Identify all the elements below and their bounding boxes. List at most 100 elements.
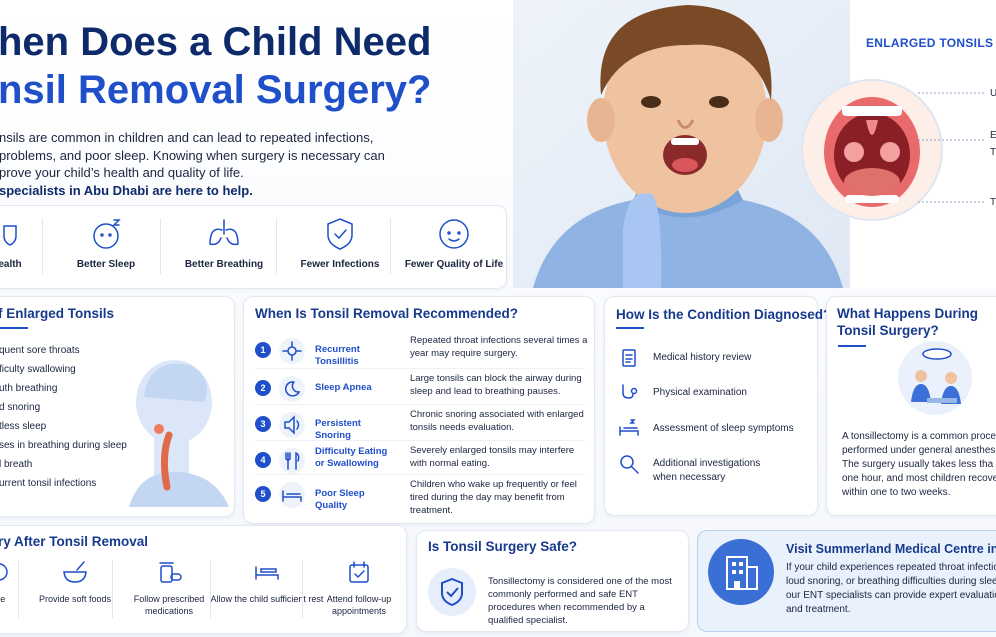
building-icon-part	[734, 581, 740, 589]
item-icon-part	[279, 482, 305, 508]
child-profile-part	[129, 472, 229, 507]
symptom-item: ses in breathing during sleep	[0, 440, 127, 451]
benefit-icon-part-part	[457, 231, 461, 235]
item-icon-part-part	[284, 381, 301, 397]
child-photo-part	[633, 190, 743, 218]
intro-emphasis: specialists in Abu Dhabi are here to hel…	[0, 182, 253, 198]
recovery-icon-part-part	[353, 561, 365, 579]
recovery-icon-part	[255, 566, 279, 580]
child-photo-part	[672, 158, 698, 172]
item-icon-part	[284, 381, 301, 397]
child-profile-part	[160, 431, 173, 491]
benefit-icon-part-part	[108, 233, 112, 237]
benefit-icon-part-part	[439, 219, 469, 249]
child-profile-part	[154, 437, 189, 477]
item-icon-part-part	[295, 451, 300, 470]
mouth-diagram-part	[866, 120, 878, 135]
section-title: How Is the Condition Diagnosed?	[616, 307, 832, 322]
recovery-divider	[302, 560, 303, 618]
diagnosis-icon-part-part	[619, 426, 639, 436]
recovery-divider	[210, 560, 211, 618]
diagnosis-icon-part-part	[622, 349, 636, 367]
visit-text-line: and treatment.	[786, 604, 851, 615]
item-number: 1	[255, 342, 271, 358]
section-title: ry After Tonsil Removal	[0, 534, 149, 549]
item-icon-part	[284, 415, 300, 435]
benefit-icon	[209, 219, 239, 246]
diagnosis-icon	[622, 384, 638, 399]
item-divider	[255, 474, 585, 475]
visit-title: Visit Summerland Medical Centre in Abu	[786, 542, 996, 556]
child-photo	[513, 0, 853, 288]
intro-line: nsils are common in children and can lea…	[0, 130, 374, 145]
child-photo-part	[671, 138, 699, 145]
item-divider	[255, 368, 585, 369]
shield-icon-part	[428, 568, 476, 616]
benefit-icon-part-part	[448, 238, 460, 242]
benefit-icon	[439, 219, 469, 249]
child-photo-part	[603, 17, 767, 213]
building-icon-part	[746, 566, 758, 590]
section-title: What Happens During	[837, 306, 978, 321]
section-title: f Enlarged Tonsils	[0, 306, 115, 321]
item-name: Difficulty Eating or Swallowing	[315, 446, 388, 469]
surgery-text-line: The surgery usually takes less tha	[842, 459, 994, 470]
child-photo-part	[600, 5, 772, 100]
benefits-card	[0, 205, 507, 289]
surgery-illustration-part	[915, 370, 927, 382]
recovery-label: Allow the child sufficient rest	[210, 594, 324, 604]
diagnosis-icon-part	[622, 384, 638, 399]
item-icon-part	[279, 338, 305, 364]
visit-text-line: loud snoring, or breathing difficulties …	[786, 576, 996, 587]
recovery-icon-part-part	[0, 563, 8, 581]
section-title: Tonsil Surgery?	[837, 323, 939, 338]
recovery-icon-part-part	[255, 566, 279, 580]
benefit-icon-part-part	[327, 218, 353, 250]
benefit-icon-part	[439, 219, 469, 249]
item-icon-part	[279, 412, 305, 438]
item-icon	[279, 412, 305, 438]
symptom-item: ficulty swallowing	[0, 364, 76, 375]
recovery-icon-part-part	[63, 571, 87, 583]
item-number: 2	[255, 380, 271, 396]
symptoms-card	[0, 296, 235, 517]
item-description: Children who wake up frequently or feel …	[410, 479, 577, 516]
recovery-icon-part	[349, 561, 369, 583]
recovery-label: Attend follow-up appointments	[326, 594, 392, 616]
building-icon-part	[732, 570, 736, 574]
recovery-divider	[112, 560, 113, 618]
item-icon-part	[282, 341, 302, 361]
item-description: Chronic snoring associated with enlarged…	[410, 409, 584, 433]
benefit-divider	[390, 218, 391, 274]
diagnosis-icon-part-part	[620, 455, 634, 469]
title-underline	[0, 327, 28, 329]
benefit-icon-part	[3, 225, 17, 246]
recovery-icon-part-part	[76, 561, 85, 571]
intro-line: prove your child’s health and quality of…	[0, 165, 244, 180]
item-divider	[255, 440, 585, 441]
recovery-icon-part	[0, 563, 8, 581]
item-icon-part	[279, 448, 305, 474]
diagnosis-icon-part-part	[622, 384, 634, 399]
item-number: 4	[255, 452, 271, 468]
title-line: hen Does a Child Need	[0, 20, 432, 64]
mouth-diagram-part	[842, 106, 902, 116]
item-icon	[279, 338, 305, 364]
recovery-label: ate	[0, 594, 6, 604]
benefit-icon-part-part	[112, 219, 121, 226]
item-description: Repeated throat infections several times…	[410, 335, 588, 359]
benefit-icon-part-part	[3, 225, 17, 246]
surgery-illustration-part	[922, 348, 952, 360]
item-icon	[279, 448, 305, 474]
surgery-text-line: A tonsillectomy is a common proced	[842, 431, 996, 442]
recovery-icon	[0, 563, 8, 581]
item-name: Persistent Snoring	[315, 418, 361, 441]
recovery-icon	[349, 561, 369, 583]
section-title: When Is Tonsil Removal Recommended?	[255, 306, 519, 321]
diagnosis-item: Physical examination	[653, 387, 747, 398]
title-underline	[838, 345, 866, 347]
benefit-icon-part	[327, 218, 353, 250]
recovery-label: Provide soft foods	[38, 594, 112, 604]
benefit-icon	[93, 219, 121, 249]
benefit-icon-part-part	[209, 228, 223, 246]
